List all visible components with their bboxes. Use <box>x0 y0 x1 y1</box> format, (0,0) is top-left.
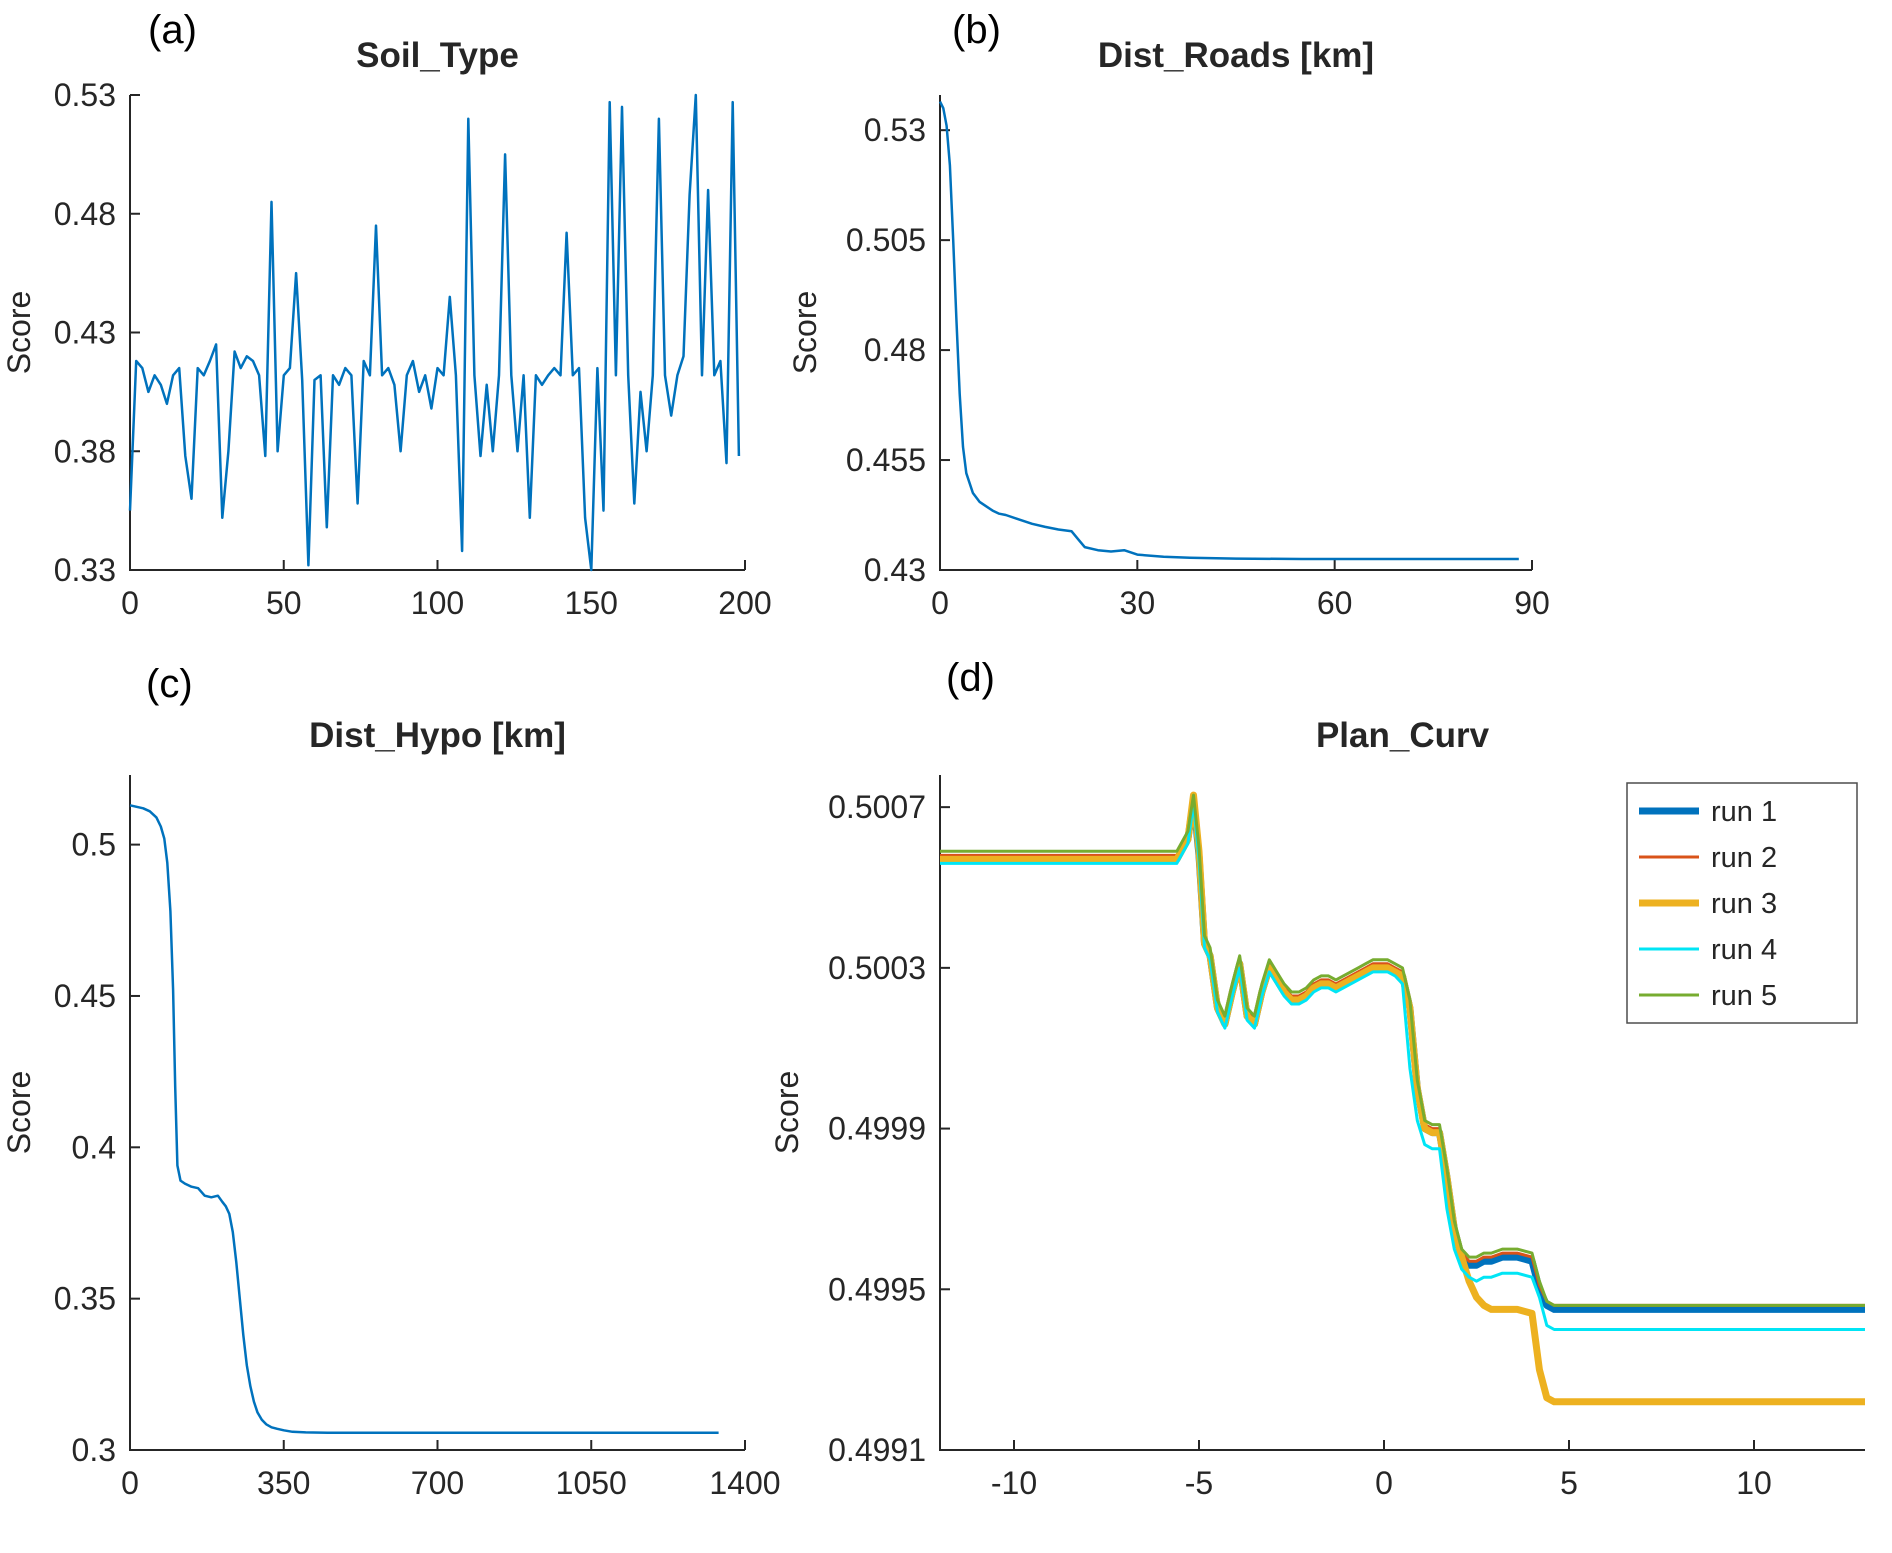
chart-title: Dist_Roads [km] <box>1098 36 1374 75</box>
x-tick-label: 60 <box>1317 585 1353 621</box>
y-tick-label: 0.455 <box>846 442 926 478</box>
panel-d-plot: -10 -5 0 5 10 0.4991 0.4995 0.4999 0.5003 0.5007 P… <box>769 716 1865 1501</box>
x-tick-label: 1400 <box>709 1465 780 1501</box>
y-axis-label: Score <box>769 1071 805 1155</box>
axes-spines <box>939 95 1532 571</box>
y-tick-label: 0.53 <box>864 112 926 148</box>
y-tick-label: 0.4 <box>72 1129 116 1165</box>
x-tick-label: 50 <box>266 585 302 621</box>
y-tick-label: 0.38 <box>54 433 116 469</box>
legend-label: run 5 <box>1711 980 1777 1012</box>
y-tick-label: 0.5003 <box>828 950 926 986</box>
x-tick-label: -5 <box>1185 1465 1213 1501</box>
x-tick-label: 30 <box>1120 585 1156 621</box>
y-axis-label: Score <box>1 1071 37 1155</box>
legend-label: run 2 <box>1711 842 1777 874</box>
panel-letter-b: (b) <box>952 8 1001 52</box>
legend-label: run 4 <box>1711 934 1777 966</box>
y-tick-label: 0.43 <box>864 552 926 588</box>
chart-title: Soil_Type <box>356 36 519 75</box>
legend: run 1 run 2 run 3 run 4 run 5 <box>1626 782 1858 1024</box>
y-tick-label: 0.5007 <box>828 789 926 825</box>
x-tick-label: 200 <box>718 585 771 621</box>
x-tick-label: 0 <box>121 1465 139 1501</box>
x-tick-label: 0 <box>1375 1465 1393 1501</box>
y-tick-label: 0.4999 <box>828 1111 926 1147</box>
axes-spines <box>129 775 745 1451</box>
x-tick-label: 350 <box>257 1465 310 1501</box>
x-tick-label: 0 <box>121 585 139 621</box>
y-tick-label: 0.505 <box>846 222 926 258</box>
x-tick-label: 0 <box>931 585 949 621</box>
series-run 4 <box>940 801 1865 1331</box>
y-axis-label: Score <box>787 291 823 375</box>
x-tick-label: 90 <box>1514 585 1550 621</box>
y-tick-label: 0.48 <box>864 332 926 368</box>
chart-title: Plan_Curv <box>1316 716 1490 755</box>
y-tick-label: 0.4995 <box>828 1271 926 1307</box>
series-score <box>129 804 719 1434</box>
y-tick-label: 0.35 <box>54 1281 116 1317</box>
x-tick-label: 150 <box>565 585 618 621</box>
x-tick-label: 1050 <box>556 1465 627 1501</box>
x-tick-label: 10 <box>1736 1465 1772 1501</box>
x-tick-label: -10 <box>991 1465 1037 1501</box>
y-tick-label: 0.43 <box>54 315 116 351</box>
series-score <box>128 93 741 572</box>
y-tick-label: 0.53 <box>54 77 116 113</box>
y-tick-label: 0.48 <box>54 196 116 232</box>
y-tick-label: 0.45 <box>54 978 116 1014</box>
panel-letter-a: (a) <box>148 8 197 52</box>
panel-letter-d: (d) <box>946 656 995 700</box>
chart-title: Dist_Hypo [km] <box>309 716 566 755</box>
y-tick-label: 0.3 <box>72 1432 116 1468</box>
x-tick-label: 5 <box>1560 1465 1578 1501</box>
panel-a-plot: 0 50 100 150 200 0.33 0.38 0.43 0.48 0.53 Soil_Typ… <box>1 36 772 621</box>
y-tick-label: 0.33 <box>54 552 116 588</box>
y-tick-label: 0.5 <box>72 827 116 863</box>
y-tick-label: 0.4991 <box>828 1432 926 1468</box>
legend-label: run 1 <box>1711 796 1777 828</box>
x-tick-label: 100 <box>411 585 464 621</box>
panel-letter-c: (c) <box>146 662 193 706</box>
series-score <box>938 101 1519 561</box>
series-run 5 <box>940 793 1865 1307</box>
legend-label: run 3 <box>1711 888 1777 920</box>
panel-b-plot: 0 30 60 90 0.43 0.455 0.48 0.505 0.53 Dist_Roads … <box>787 36 1550 621</box>
panel-c-plot: 0 350 700 1050 1400 0.3 0.35 0.4 0.45 0.5 Dist_Hyp… <box>1 716 781 1501</box>
y-axis-label: Score <box>1 291 37 375</box>
x-tick-label: 700 <box>411 1465 464 1501</box>
